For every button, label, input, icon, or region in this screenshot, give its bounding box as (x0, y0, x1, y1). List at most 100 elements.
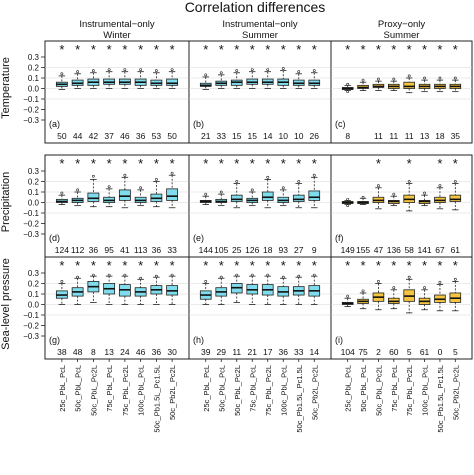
significance-star: * (361, 258, 366, 273)
count-label: 104 (341, 347, 355, 357)
outlier-point (76, 275, 80, 279)
y-tick-label: −0.1 (23, 209, 39, 218)
outlier-point (60, 279, 64, 283)
count-label: 141 (417, 245, 431, 255)
outlier-point (154, 69, 158, 73)
count-label: 21 (201, 131, 211, 141)
outlier-point (139, 186, 143, 190)
significance-star: * (170, 258, 175, 273)
column-header: Proxy−only (378, 19, 426, 30)
box-plot (292, 274, 305, 305)
outlier-point (235, 69, 239, 73)
count-label: 46 (120, 131, 130, 141)
significance-star: * (281, 258, 286, 273)
significance-star: * (376, 258, 381, 273)
significance-star: * (203, 258, 208, 273)
panel-letter: (h) (193, 335, 204, 345)
box-plot (292, 70, 305, 89)
x-tick-label: 100c_PbL_PcL (279, 365, 288, 416)
count-label: 9 (312, 245, 317, 255)
panel-letter: (c) (335, 119, 346, 129)
panel-frame (330, 154, 473, 258)
outlier-point (139, 276, 143, 280)
panel-frame (188, 256, 332, 360)
outlier-point (346, 90, 350, 94)
significance-star: * (376, 156, 381, 171)
count-label: 37 (104, 131, 114, 141)
box-plot (246, 188, 259, 207)
significance-star: * (407, 258, 412, 273)
significance-star: * (59, 42, 64, 57)
row-label: Sea-level pressure (0, 258, 12, 350)
x-tick-label: 50c_Pb2L_Pc2L (451, 365, 460, 420)
y-tick-label: 0.0 (28, 199, 40, 208)
count-label: 21 (248, 347, 258, 357)
panel-letter: (f) (335, 233, 344, 243)
outlier-point (250, 273, 254, 277)
significance-star: * (437, 258, 442, 273)
box-iqr (292, 194, 305, 202)
count-label: 17 (263, 347, 273, 357)
count-label: 124 (55, 245, 69, 255)
box-plot (134, 68, 147, 89)
panel-frame (44, 40, 190, 144)
box-plot (55, 72, 68, 90)
count-label: 58 (404, 245, 414, 255)
box-plot (449, 277, 462, 312)
count-label: 47 (374, 245, 384, 255)
outlier-point (235, 273, 239, 277)
significance-star: * (407, 156, 412, 171)
y-tick-label: −0.1 (23, 95, 39, 104)
outlier-point (91, 174, 95, 178)
significance-star: * (453, 42, 458, 57)
significance-star: * (91, 156, 96, 171)
box-plot (418, 286, 431, 311)
panel-letter: (b) (193, 119, 204, 129)
box-plot (199, 279, 212, 305)
significance-star: * (154, 156, 159, 171)
box-plot (308, 273, 321, 305)
significance-star: * (91, 42, 96, 57)
outlier-point (361, 78, 365, 82)
column-header: Summer (384, 30, 420, 41)
box-iqr (261, 191, 274, 201)
significance-star: * (312, 156, 317, 171)
box-plot (87, 174, 100, 208)
box-plot (118, 273, 131, 305)
outlier-point (139, 68, 143, 72)
significance-star: * (422, 258, 427, 273)
panel-frame (188, 40, 332, 144)
outlier-point (453, 277, 457, 281)
count-label: 93 (279, 245, 289, 255)
panel-letter: (i) (335, 335, 343, 345)
significance-star: * (345, 42, 350, 57)
box-plot (230, 180, 243, 209)
count-label: 39 (201, 347, 211, 357)
y-tick-label: 0.2 (28, 64, 40, 73)
x-tick-label: 100c_PbL_PcL (137, 365, 146, 416)
x-tick-label: 75c_PbL_Pc2L (264, 365, 273, 416)
count-label: 41 (120, 245, 130, 255)
significance-star: * (391, 42, 396, 57)
box-plot (246, 273, 259, 305)
y-tick-label: 0.2 (28, 178, 40, 187)
y-tick-label: −0.2 (23, 220, 39, 229)
panel-letter: (g) (49, 335, 60, 345)
x-tick-label: 75c_PbL_PcL (248, 365, 257, 412)
count-label: 8 (345, 131, 350, 141)
y-tick-label: 0.3 (28, 167, 40, 176)
box-plot (215, 190, 228, 207)
box-iqr (449, 194, 462, 202)
count-label: 155 (356, 245, 370, 255)
count-label: 13 (420, 131, 430, 141)
count-label: 48 (73, 347, 83, 357)
box-plot (388, 286, 400, 310)
significance-star: * (376, 42, 381, 57)
x-tick-label: 50c_PbL_Pc2L (89, 365, 98, 416)
box-plot (434, 76, 446, 93)
box-plot (71, 275, 84, 305)
outlier-point (297, 180, 301, 183)
significance-star: * (453, 258, 458, 273)
x-tick-label: 75c_PbL_Pc2L (405, 365, 414, 416)
significance-star: * (250, 258, 255, 273)
